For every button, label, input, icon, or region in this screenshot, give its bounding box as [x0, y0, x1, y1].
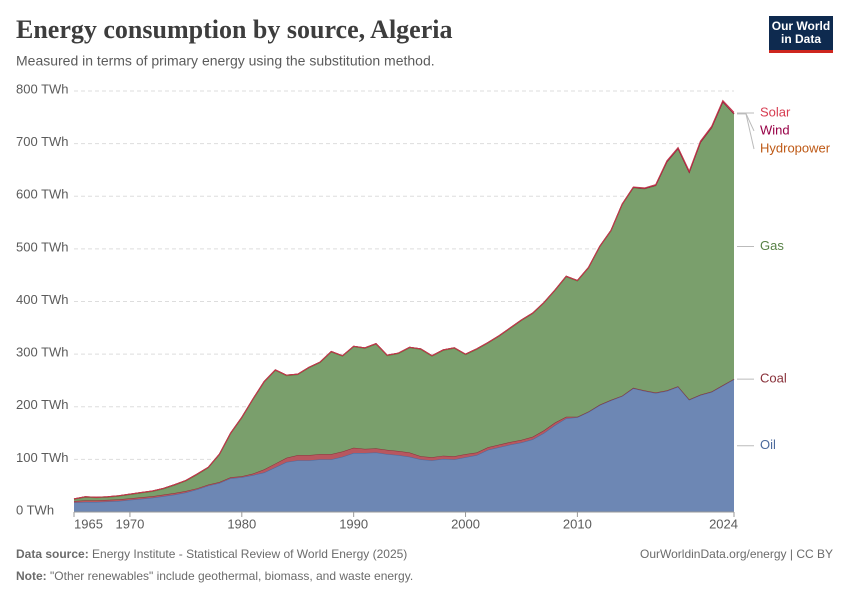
x-tick-label: 1965 [74, 516, 103, 531]
chart-subtitle: Measured in terms of primary energy usin… [16, 53, 435, 69]
x-tick-label: 1990 [339, 516, 368, 531]
logo-text: Our World [772, 19, 830, 33]
x-tick-label: 2000 [451, 516, 480, 531]
note-text: Note: "Other renewables" include geother… [16, 569, 413, 583]
y-tick-label: 0 TWh [16, 502, 54, 517]
y-tick-label: 200 TWh [16, 397, 69, 412]
area [74, 102, 734, 501]
series-label: Hydropower [760, 140, 831, 155]
label-connector [737, 113, 755, 150]
logo[interactable]: Our World in Data [769, 16, 833, 53]
y-tick-label: 500 TWh [16, 239, 69, 254]
series-label: Gas [760, 238, 784, 253]
series-label: Coal [760, 371, 787, 386]
logo-text: in Data [781, 32, 821, 46]
series-label: Wind [760, 122, 790, 137]
source-label: Data source: [16, 547, 89, 561]
logo-bar [769, 50, 833, 53]
series-label: Solar [760, 104, 791, 119]
grid: 0 TWh 100 TWh 200 TWh 300 TWh 400 TWh 500 TWh… [16, 81, 734, 517]
x-tick-label: 2010 [563, 516, 592, 531]
source: Energy Institute - Statistical Review of… [92, 547, 407, 561]
area-edge [73, 99, 735, 500]
credit[interactable]: OurWorldinData.org/energy | CC BY [640, 547, 833, 561]
x-tick-label: 1980 [227, 516, 256, 531]
y-tick-label: 100 TWh [16, 450, 69, 465]
x-tick-label: 2024 [709, 516, 738, 531]
y-tick-label: 300 TWh [16, 345, 69, 360]
x-tick-label: 1970 [115, 516, 144, 531]
y-tick-label: 800 TWh [16, 81, 69, 96]
note: "Other renewables" include geothermal, b… [50, 569, 413, 583]
y-tick-label: 400 TWh [16, 292, 69, 307]
area [74, 379, 734, 512]
logo-box [769, 16, 833, 50]
label-connector [737, 113, 755, 132]
y-tick-label: 600 TWh [16, 187, 69, 202]
note-label: Note: [16, 569, 47, 583]
y-tick-label: 700 TWh [16, 134, 69, 149]
series-label: Oil [760, 437, 776, 452]
chart-title: Energy consumption by source, Algeria [16, 15, 452, 44]
source-text: Data source: Energy Institute - Statisti… [16, 547, 407, 561]
